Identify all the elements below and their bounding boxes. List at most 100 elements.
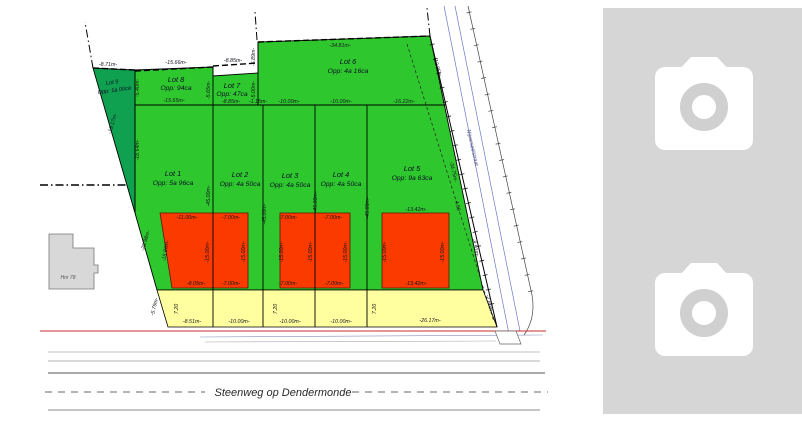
camera-lens-icon xyxy=(680,83,728,131)
parcel-areas xyxy=(92,35,498,328)
side-street-name: Nijverseelstraat xyxy=(465,129,479,167)
lot7-name: Lot 7 xyxy=(224,81,241,90)
dim-bldgB-top-left: -7.00m- xyxy=(279,215,297,221)
dim-depth-lot2-3: -45.00m- xyxy=(262,203,268,224)
dim-bldgB-bottom-right: -7.00m- xyxy=(325,281,343,287)
dim-depth-lot4-5: -45.00m- xyxy=(365,197,371,218)
dim-bldgA-side: -15.00m- xyxy=(205,241,211,262)
dim-row-lot4: -10.00m- xyxy=(330,99,351,105)
dim-lot8-left: -5.40m- xyxy=(135,79,141,97)
dim-setback-offset: 4.50 xyxy=(453,200,461,211)
dim-lot6-right: -12.85m- xyxy=(432,57,443,79)
house-outline xyxy=(48,233,99,290)
lot8-name: Lot 8 xyxy=(168,75,185,84)
camera-icon-body xyxy=(655,67,753,150)
dim-bldgC-top: -13.42m- xyxy=(405,207,426,213)
lot1-name: Lot 1 xyxy=(165,169,181,178)
dimension-labels-vertical: -5.40m- -18.64m- -5.65m- -5.89m- -5.00m-… xyxy=(135,48,446,315)
driveway-detail xyxy=(494,330,522,345)
dim-bldgA-side: -15.00m- xyxy=(241,241,247,262)
dim-bldgA-top-right: -7.00m- xyxy=(222,215,240,221)
dim-lot9-top: -8.71m- xyxy=(99,62,117,68)
lot6-area: Opp: 4a 16ca xyxy=(328,68,369,75)
parcel-east-boundary xyxy=(429,35,498,328)
dim-bldgC-side: -15.00m- xyxy=(382,241,388,262)
lot1-area: Opp: 5a 96ca xyxy=(153,180,194,187)
dim-bldgB-top-right: -7.00m- xyxy=(324,215,342,221)
lot8-area: Opp: 94ca xyxy=(160,85,192,92)
dim-bldgA-top-left: -11.00m- xyxy=(177,215,198,221)
building-footprint-lot5 xyxy=(381,212,450,289)
dim-depth-lot3-4: -45.00m- xyxy=(313,191,319,212)
dim-front-lot3: -10.00m- xyxy=(279,319,300,325)
dim-strip-depth: 7.20 xyxy=(174,304,180,314)
lot5-name: Lot 5 xyxy=(404,164,421,173)
dim-bldgA-left-slant: -15.86m- xyxy=(161,240,170,262)
lot4-area: Opp: 4a 50ca xyxy=(321,181,362,188)
dim-bldgB-side: -15.00m- xyxy=(279,241,285,262)
house-number-label: Hnr 78 xyxy=(60,275,75,281)
lot4-name: Lot 4 xyxy=(333,170,349,179)
dim-bldgA-bottom-left: -8.05m- xyxy=(187,281,205,287)
lot3-area: Opp: 4a 50ca xyxy=(270,182,311,189)
dimension-labels-horizontal: -8.71m- -15.66m- -8.85m- -34.81m- -15.65… xyxy=(99,43,441,325)
dim-bldgB-bottom-left: -7.00m- xyxy=(279,281,297,287)
dim-road-corner: -2.80m- xyxy=(484,294,494,313)
dim-lot7-top: -8.85m- xyxy=(224,58,242,64)
dim-row-lot5: -16.22m- xyxy=(393,99,414,105)
lot5-area: Opp: 9a 63ca xyxy=(392,175,433,182)
camera-lens-icon xyxy=(680,289,728,337)
lot9-area: Opp: 1a 00ca xyxy=(97,86,131,97)
dim-bldgB-side: -15.00m- xyxy=(308,241,314,262)
dim-front-lot4: -10.00m- xyxy=(330,319,351,325)
road-centerline-blue-1 xyxy=(443,5,510,335)
dim-lot6-top: -34.81m- xyxy=(329,43,350,49)
dim-lot8-top: -15.66m- xyxy=(165,60,186,66)
dim-front-lot2: -10.00m- xyxy=(228,319,249,325)
camera-icon xyxy=(679,57,729,70)
photo-placeholder-2[interactable] xyxy=(655,263,753,356)
dim-west-boundary: -29.98m- xyxy=(140,229,152,251)
photo-panel xyxy=(603,8,802,414)
dim-row-lot7: -8.85m- xyxy=(222,99,240,105)
dim-road-lower: -8.91m- xyxy=(470,238,480,257)
lot2-name: Lot 2 xyxy=(232,170,248,179)
dim-bldgB-side: -15.00m- xyxy=(343,241,349,262)
dim-lot6-left-upper: -5.89m- xyxy=(251,48,257,66)
cadastral-plan-drawing: Hnr 78 Lot 1 Opp: 5a 96ca Lot 2 Opp: 4a … xyxy=(40,5,548,411)
bottom-road xyxy=(40,330,548,411)
camera-icon-body xyxy=(655,273,753,356)
lot9-name: Lot 9 xyxy=(106,79,119,87)
front-strip-yellow xyxy=(156,289,498,328)
dim-lot9-slant: -19.17m- xyxy=(107,112,119,134)
building-footprint-lot1-2 xyxy=(159,212,249,289)
cadastral-dashdot-lines xyxy=(40,7,431,186)
dim-bldgA-bottom-right: -7.00m- xyxy=(222,281,240,287)
curb-line-2 xyxy=(204,340,497,343)
dim-front-lot1: -8.51m- xyxy=(183,319,201,325)
dim-front-lot5: -26.17m- xyxy=(419,318,440,324)
dim-bldgC-bottom: -13.42m- xyxy=(405,281,426,287)
road-centerline-blue-2 xyxy=(454,5,521,332)
lot6-name: Lot 6 xyxy=(340,57,357,66)
dim-strip-depth: 7.20 xyxy=(273,304,279,314)
dim-row-sliver: -1.15m- xyxy=(249,99,267,105)
lot-labels: Lot 1 Opp: 5a 96ca Lot 2 Opp: 4a 50ca Lo… xyxy=(97,57,433,189)
dim-row-lot3: -10.00m- xyxy=(278,99,299,105)
parcel-dashed-edges xyxy=(92,35,431,72)
bottom-street-name: Steenweg op Dendermonde xyxy=(215,387,352,399)
dim-lot7-left: -5.65m- xyxy=(206,81,212,99)
lot-boundary-lines xyxy=(134,42,446,327)
lot7-area: Opp: 47ca xyxy=(216,91,248,98)
dim-strip-west-slant: -5.79m- xyxy=(150,297,160,316)
dim-lot6-left-lower: -5.00m- xyxy=(251,81,257,99)
setback-dashed-line xyxy=(406,43,495,323)
camera-icon xyxy=(679,263,729,276)
dim-road-upper: -34.75m- xyxy=(448,161,459,183)
photo-placeholder-1[interactable] xyxy=(655,57,753,150)
lot2-area: Opp: 4a 50ca xyxy=(220,181,261,188)
dim-bldgC-side: -15.00m- xyxy=(440,241,446,262)
curb-line xyxy=(199,334,544,338)
dim-lot1-left: -18.64m- xyxy=(135,139,141,160)
